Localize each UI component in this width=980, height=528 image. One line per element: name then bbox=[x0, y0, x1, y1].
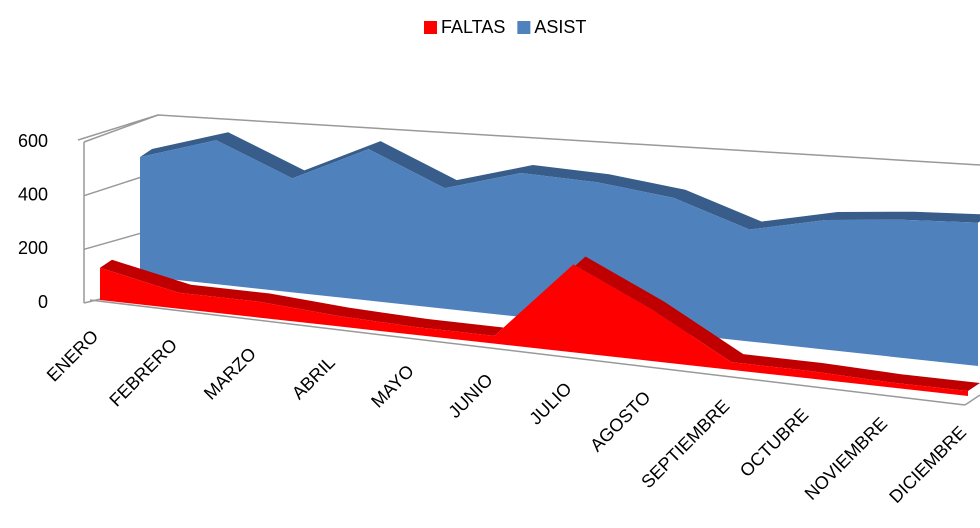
x-tick-label: ABRIL bbox=[288, 352, 339, 403]
legend-swatch bbox=[424, 21, 437, 34]
floor-edge bbox=[964, 394, 980, 406]
x-tick-label: JUNIO bbox=[444, 370, 496, 422]
area-depth bbox=[140, 132, 980, 230]
x-tick-label: DICIEMBRE bbox=[885, 422, 970, 507]
x-tick-label: NOVIEMBRE bbox=[801, 413, 892, 504]
area bbox=[140, 140, 978, 366]
legend-swatch bbox=[517, 21, 531, 34]
legend-label: FALTAS bbox=[441, 17, 505, 37]
x-tick-label: JULIO bbox=[525, 378, 575, 428]
legend-label: ASIST bbox=[534, 17, 586, 37]
y-tick-label: 600 bbox=[18, 131, 48, 151]
x-tick-label: MARZO bbox=[200, 343, 260, 403]
x-tick-label: AGOSTO bbox=[586, 387, 654, 455]
area bbox=[100, 264, 968, 396]
y-tick-label: 200 bbox=[18, 238, 48, 258]
x-tick-label: MAYO bbox=[367, 361, 418, 412]
area-depth bbox=[100, 256, 980, 391]
x-tick-label: SEPTIEMBRE bbox=[637, 396, 733, 492]
floor-edge bbox=[89, 299, 966, 406]
grid-line bbox=[83, 114, 159, 143]
x-tick-label: OCTUBRE bbox=[736, 405, 812, 481]
x-tick-label: FEBRERO bbox=[105, 335, 181, 411]
x-tick-label: ENERO bbox=[43, 326, 102, 385]
y-tick-label: 0 bbox=[38, 292, 48, 312]
y-tick-label: 400 bbox=[18, 184, 48, 204]
